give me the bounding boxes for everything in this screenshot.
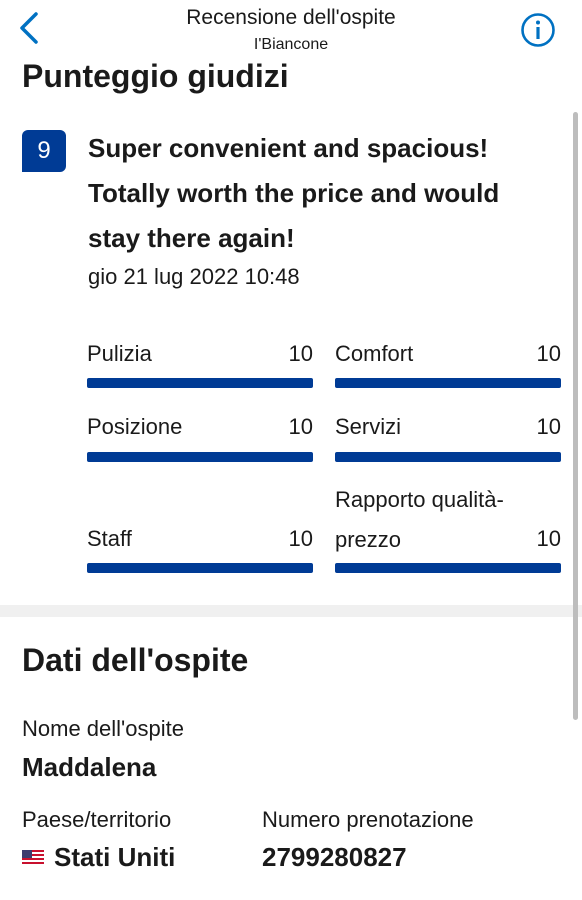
booking-number-value: 2799280827 [262, 842, 407, 872]
category-services: Servizi 10 [335, 407, 561, 463]
score-bar-fill [87, 563, 313, 573]
guest-name-value: Maddalena [22, 752, 157, 782]
score-bar-fill [335, 378, 561, 388]
score-bar [87, 563, 313, 573]
scores-heading: Punteggio giudizi [22, 58, 289, 94]
category-cleanliness: Pulizia 10 [87, 334, 313, 390]
review-title: Super convenient and spacious! Totally w… [88, 133, 500, 253]
back-button[interactable] [14, 8, 48, 48]
us-flag-icon [22, 850, 44, 865]
guest-heading: Dati dell'ospite [22, 642, 249, 678]
top-nav-bar: Recensione dell'ospite I'Biancone [0, 0, 582, 58]
category-label: Posizione [87, 414, 183, 439]
category-location: Posizione 10 [87, 407, 313, 463]
score-bar [87, 378, 313, 388]
scrollbar[interactable] [573, 112, 578, 720]
category-label: Pulizia [87, 341, 152, 366]
score-bar-fill [87, 378, 313, 388]
category-value: 10 [288, 341, 313, 366]
score-bar [87, 452, 313, 462]
score-bar-fill [335, 452, 561, 462]
info-icon [521, 13, 555, 47]
booking-number-label: Numero prenotazione [262, 807, 474, 832]
property-name: I'Biancone [253, 36, 329, 53]
category-value: 10 [536, 526, 561, 551]
category-value: 10 [536, 341, 561, 366]
score-bar [335, 563, 561, 573]
review-date: gio 21 lug 2022 10:48 [88, 264, 300, 289]
category-label: Staff [87, 526, 132, 551]
overall-score-badge: 9 [22, 130, 66, 172]
category-staff: Staff 10 [87, 519, 313, 575]
section-divider [0, 605, 582, 617]
category-value: 10 [288, 414, 313, 439]
info-button[interactable] [520, 12, 556, 48]
country-label: Paese/territorio [22, 807, 172, 832]
page-title: Recensione dell'ospite [186, 6, 396, 29]
score-bar [335, 378, 561, 388]
category-label: Servizi [335, 414, 402, 439]
category-value-for-money: Rapporto qualità-prezzo 10 [335, 480, 561, 576]
category-comfort: Comfort 10 [335, 334, 561, 390]
country-value: Stati Uniti [54, 842, 176, 872]
category-label: Comfort [335, 341, 414, 366]
category-value: 10 [288, 526, 313, 551]
score-bar-fill [87, 452, 313, 462]
score-bar-fill [335, 563, 561, 573]
country-value-row: Stati Uniti [22, 842, 175, 873]
category-label: Rapporto qualità-prezzo [335, 487, 504, 552]
chevron-left-icon [20, 12, 38, 44]
category-value: 10 [536, 414, 561, 439]
score-bar [335, 452, 561, 462]
guest-name-label: Nome dell'ospite [22, 716, 184, 741]
